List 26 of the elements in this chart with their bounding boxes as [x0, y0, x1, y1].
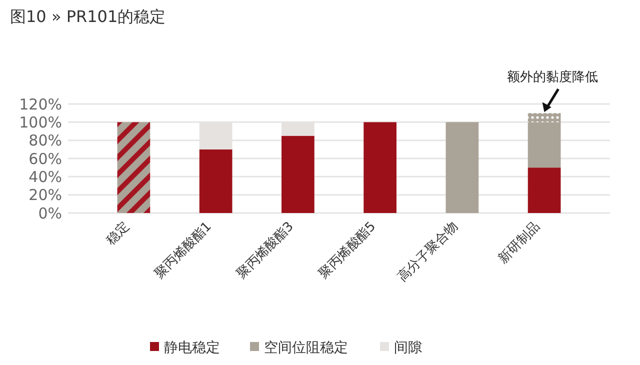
bar [364, 122, 396, 213]
bar [528, 122, 561, 168]
x-tick-label: 新研制品 [496, 219, 544, 267]
y-tick-label: 120% [19, 95, 62, 114]
x-tick-label: 聚丙烯酸酯5 [316, 219, 379, 282]
x-tick-label: 聚丙烯酸酯3 [234, 219, 297, 282]
x-tick-label: 聚丙烯酸酯1 [152, 219, 215, 282]
annotation: 额外的黏度降低 [506, 69, 598, 86]
bar [446, 122, 479, 213]
bar [199, 149, 232, 213]
x-tick-label: 稳定 [104, 219, 133, 248]
y-tick-label: 100% [19, 113, 62, 132]
legend-label: 空间位阻稳定 [264, 340, 348, 356]
chart-title: 图10 » PR101的稳定 [10, 7, 166, 26]
y-tick-label: 0% [38, 204, 62, 222]
bar [528, 168, 561, 213]
y-tick-label: 60% [28, 150, 62, 168]
bar [282, 136, 314, 213]
x-tick-label: 高分子聚合物 [394, 218, 462, 285]
bar [528, 113, 561, 122]
y-tick-label: 20% [28, 186, 62, 204]
legend-label: 静电稳定 [164, 340, 220, 356]
y-tick-label: 80% [28, 132, 62, 150]
bar [117, 122, 150, 213]
legend-label: 间隙 [394, 340, 422, 356]
y-tick-label: 40% [28, 168, 62, 186]
